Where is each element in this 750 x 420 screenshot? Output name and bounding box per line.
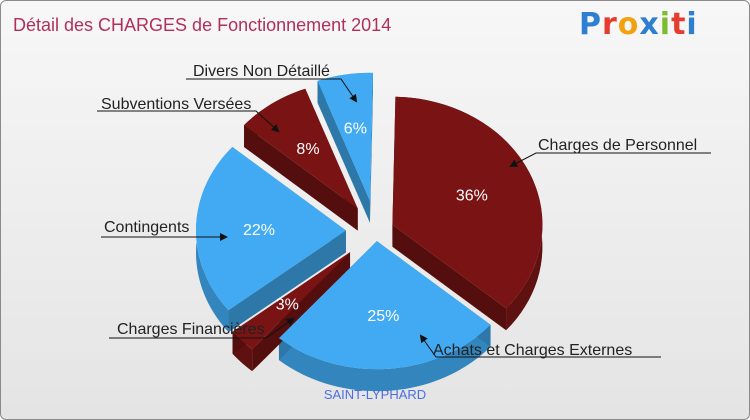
pie-slice [232,252,351,350]
slice-category-label: Achats et Charges Externes [433,342,632,359]
label-leader-line [97,110,280,133]
label-leader-line [509,152,711,167]
pie-slice-side [278,324,491,392]
logo-letter: i [659,7,672,42]
pie-slice-face [392,224,507,331]
slice-category-label: Divers Non Détaillé [193,63,330,80]
commune-name: SAINT-LYPHARD [323,387,427,402]
proxiti-logo: Proxiti [579,7,698,42]
logo-letter: t [671,7,687,42]
pie-slice [244,88,358,209]
slice-percent-label: 36% [456,188,488,205]
logo-letter: x [639,7,660,42]
slice-percent-label: 25% [367,308,399,325]
pie-slice [392,96,543,309]
pie-slice-face [244,125,358,231]
pie-slice-face [228,230,347,333]
chart-title: Détail des CHARGES de Fonctionnement 201… [13,15,392,35]
logo-letter: P [579,7,602,42]
slice-percent-label: 6% [344,121,367,138]
slice-category-label: Charges Financières [117,321,265,338]
pie-slice-face [317,80,370,223]
slice-category-label: Contingents [104,219,189,236]
pie-slice [317,72,373,201]
pie-slice [278,241,491,370]
pie-slice-face [369,72,373,223]
logo-letter: o [617,7,640,42]
label-leader-line [419,334,661,358]
pie-slice [196,146,347,311]
slice-category-label: Charges de Personnel [538,137,697,154]
label-leader-line [186,78,358,103]
slice-category-label: Subventions Versées [101,96,251,113]
slice-percent-label: 3% [276,297,299,314]
logo-letter: i [686,7,698,42]
slice-percent-label: 8% [296,141,319,158]
logo-letter: r [602,7,618,42]
slice-percent-label: 22% [243,222,275,239]
label-leader-line [109,317,295,339]
